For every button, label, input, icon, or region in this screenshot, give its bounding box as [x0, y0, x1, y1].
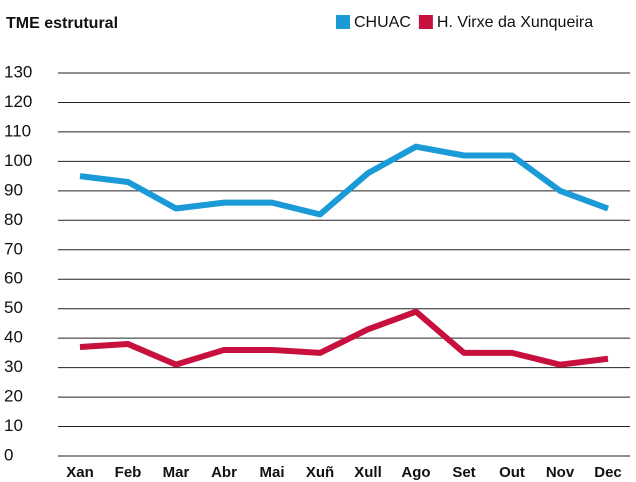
series-line [79, 308, 609, 368]
y-tick-label: 120 [4, 92, 32, 111]
y-tick-label: 0 [4, 445, 13, 464]
y-tick-label: 40 [4, 328, 23, 347]
x-tick-label: Dec [594, 464, 622, 481]
x-tick-label: Ago [401, 464, 430, 481]
y-tick-label: 50 [4, 298, 23, 317]
y-tick-label: 110 [4, 121, 31, 140]
y-tick-label: 20 [4, 387, 23, 406]
chart-title: TME estrutural [6, 15, 118, 32]
x-tick-label: Xull [354, 464, 382, 481]
x-tick-label: Nov [546, 464, 575, 481]
y-tick-label: 60 [4, 269, 23, 288]
x-tick-label: Mar [163, 464, 190, 481]
legend-swatch [336, 15, 350, 29]
series-line [79, 143, 610, 218]
legend-label: CHUAC [354, 14, 411, 31]
y-tick-label: 100 [4, 151, 32, 170]
y-tick-label: 70 [4, 239, 23, 258]
x-tick-label: Xan [66, 464, 94, 481]
y-tick-label: 10 [4, 416, 23, 435]
y-tick-label: 90 [4, 180, 23, 199]
x-tick-label: Out [499, 464, 525, 481]
y-tick-label: 130 [4, 62, 32, 81]
x-tick-label: Mai [259, 464, 284, 481]
x-tick-label: Xuñ [306, 464, 334, 481]
y-tick-label: 80 [4, 210, 23, 229]
legend-label: H. Virxe da Xunqueira [437, 14, 593, 31]
x-tick-label: Set [452, 464, 475, 481]
x-tick-label: Feb [115, 464, 142, 481]
y-tick-label: 30 [4, 357, 23, 376]
legend-swatch [418, 15, 433, 29]
x-tick-label: Abr [211, 464, 237, 481]
